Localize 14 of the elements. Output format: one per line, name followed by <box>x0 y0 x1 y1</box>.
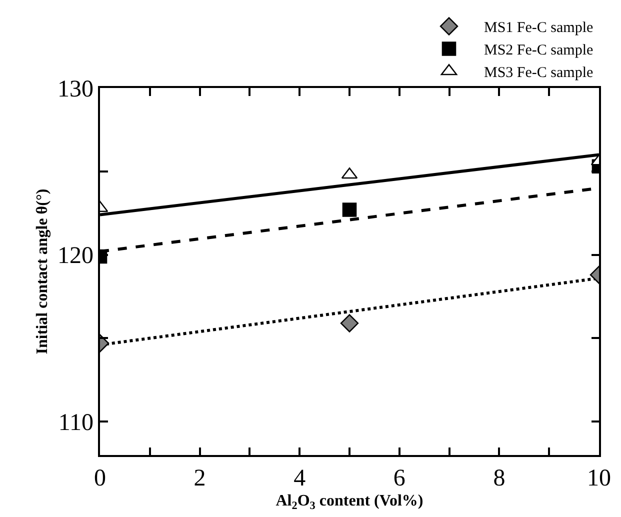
x-tick-label: 0 <box>94 466 106 492</box>
y-tick-label: 110 <box>58 410 94 436</box>
x-tick-label: 2 <box>194 466 206 492</box>
x-axis-title: Al$_{2}$O$_{3}$ content (Vol%) <box>276 492 424 512</box>
legend-label: MS3 Fe-C sample <box>484 65 594 82</box>
y-tick-label: 130 <box>57 76 94 102</box>
legend-label: MS1 Fe-C sample <box>484 20 594 36</box>
y-tick-label: 120 <box>57 243 94 270</box>
legend-label: MS2 Fe-C sample <box>484 42 594 59</box>
x-tick-label: 6 <box>393 466 406 492</box>
y-axis-title: Initial contact angle θ(°) <box>34 188 51 354</box>
x-tick-label: 10 <box>587 466 611 492</box>
x-tick-label: 4 <box>294 466 306 492</box>
x-tick-label: 8 <box>493 466 506 492</box>
